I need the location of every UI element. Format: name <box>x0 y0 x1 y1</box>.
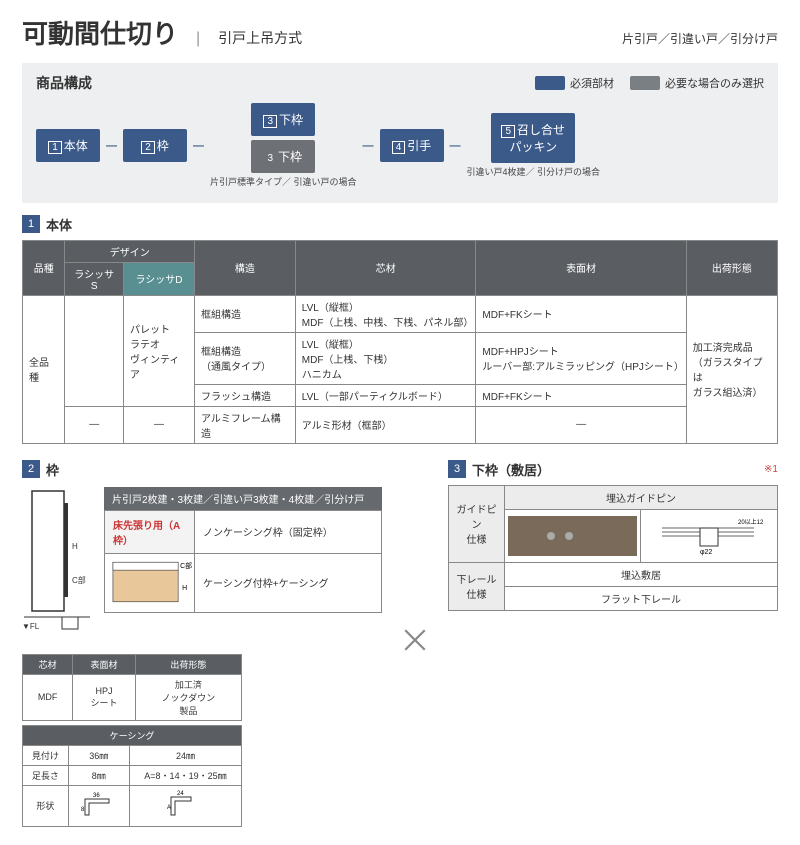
flow-node-5: 5召し合せ パッキン <box>491 113 575 163</box>
frame-nonkeshing: ノンケーシング枠（固定枠） <box>195 511 381 554</box>
flow-link: — <box>363 140 374 152</box>
cross-icon <box>402 450 428 831</box>
section-num-3: 3 <box>448 460 466 478</box>
flow-link: — <box>193 140 204 152</box>
svg-text:C部: C部 <box>180 561 192 570</box>
flow-node-3a: 3下枠 <box>251 103 315 136</box>
composition-title: 商品構成 <box>36 73 92 93</box>
section-num-2: 2 <box>22 460 40 478</box>
page-subtitle: 引戸上吊方式 <box>218 28 302 48</box>
flow-node-2: 2枠 <box>123 129 187 162</box>
svg-text:8: 8 <box>81 807 85 813</box>
legend-optional: 必要な場合のみ選択 <box>630 75 764 91</box>
svg-text:20以上12: 20以上12 <box>738 518 764 526</box>
svg-text:36: 36 <box>93 793 100 799</box>
flow-note-5: 引違い戸4枚建／ 引分け戸の場合 <box>467 167 601 179</box>
section-title-2: 枠 <box>46 460 59 479</box>
svg-text:24: 24 <box>177 791 184 797</box>
frame-atype: 床先張り用（A枠） <box>105 511 195 554</box>
flow-link: — <box>106 140 117 152</box>
section-note-3: ※1 <box>764 464 778 475</box>
divider: | <box>196 30 200 48</box>
section-title-1: 本体 <box>46 215 72 234</box>
door-types: 片引戸／引違い戸／引分け戸 <box>622 30 778 47</box>
frame-keshing: ケーシング付枠+ケーシング <box>195 554 381 612</box>
door-diagram: H C部 ▼FL <box>22 487 94 640</box>
sill-table: ガイドピン 仕様 埋込ガイドピン φ22 20以上12 下レール 仕様 埋込敷居… <box>448 485 778 611</box>
flow-node-1: 1本体 <box>36 129 100 162</box>
frame-header: 片引戸2枚建・3枚建／引違い戸3枚建・4枚建／引分け戸 <box>104 487 382 510</box>
flow-node-4: 4引手 <box>380 129 444 162</box>
frame-diagram-cell: C部 H <box>105 554 195 612</box>
flow-link: — <box>450 140 461 152</box>
flow-note-3: 片引戸標準タイプ／ 引違い戸の場合 <box>210 177 357 189</box>
svg-text:H: H <box>72 542 78 551</box>
section-title-3: 下枠（敷居） <box>472 460 550 479</box>
svg-text:A: A <box>167 805 171 811</box>
legend-required: 必須部材 <box>535 75 614 91</box>
flow-node-3b: 3下枠 <box>251 140 315 173</box>
page-title: 可動間仕切り <box>22 14 178 51</box>
svg-text:▼FL: ▼FL <box>22 622 40 631</box>
section-num-1: 1 <box>22 215 40 233</box>
keshing-table: ケーシング 見付け36㎜24㎜ 足長さ8㎜A=8・14・19・25㎜ 形状 36… <box>22 725 242 827</box>
material-table: 芯材表面材出荷形態 MDFHPJ シート加工済 ノックダウン 製品 <box>22 654 242 721</box>
svg-text:H: H <box>182 585 187 592</box>
svg-text:φ22: φ22 <box>700 549 712 556</box>
main-spec-table: 品種 デザイン 構造 芯材 表面材 出荷形態 ラシッサS ラシッサD 全品種 パ… <box>22 240 778 444</box>
svg-text:C部: C部 <box>72 575 86 585</box>
composition-panel: 商品構成 必須部材 必要な場合のみ選択 1本体 — 2枠 — 3下枠 3下枠 片… <box>22 63 778 203</box>
